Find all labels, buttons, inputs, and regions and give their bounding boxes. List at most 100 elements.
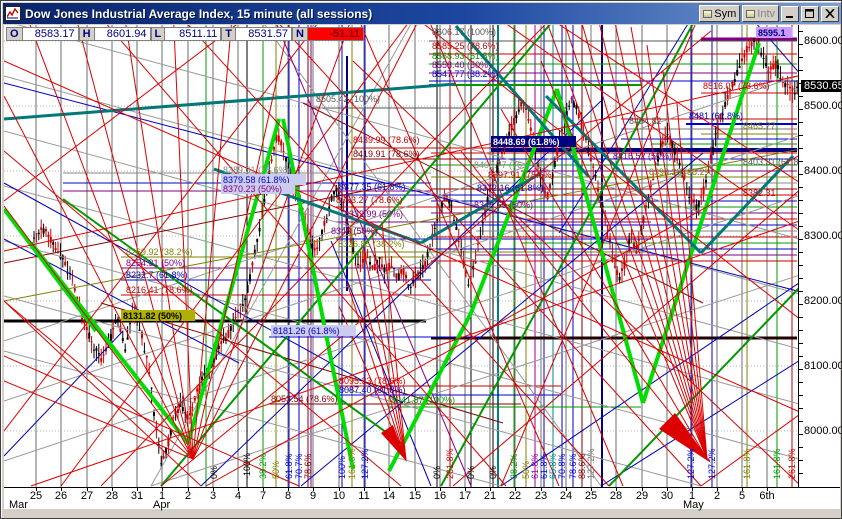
- candle-body: [251, 262, 254, 266]
- time-axis-day-label: 27: [80, 490, 94, 502]
- fib-label: 8326.85 (38.2%): [338, 239, 405, 249]
- app-chart-icon[interactable]: [5, 6, 21, 21]
- candle-body: [664, 137, 667, 140]
- time-axis-day-label: 16: [433, 490, 447, 502]
- time-axis[interactable]: 25 26 27 28 31 1 2 3 4 7 8 9 10 11 14 15 16 17 21 22 23 24 25 2…: [4, 487, 840, 511]
- price-axis-tick: [799, 187, 803, 188]
- fib-label: 8377.35 (61.8%): [339, 182, 406, 192]
- candle-body: [628, 239, 631, 244]
- time-axis-tick: [440, 488, 441, 491]
- fib-percent-label: 161.8%: [772, 448, 782, 479]
- last-price-tag: 8530.65: [801, 80, 841, 92]
- candle-body: [726, 95, 729, 101]
- time-axis-day-label: 6th: [759, 490, 775, 502]
- candle-body: [40, 227, 43, 230]
- candle-body: [145, 356, 148, 358]
- fib-percent-label: 0%: [466, 466, 476, 479]
- close-icon: [825, 9, 835, 18]
- fib-label: 8370.23 (50%): [223, 184, 282, 194]
- fib-percent-label: 0%: [432, 466, 442, 479]
- candle-body: [129, 323, 131, 325]
- fib-label: 8372.16 (61.8%): [477, 183, 544, 193]
- time-axis-day-label: 22: [508, 490, 522, 502]
- fib-label: 8558.40 (50%): [432, 60, 491, 70]
- time-axis-tick: [465, 488, 466, 491]
- window-title: Dow Jones Industrial Average Index, 15 m…: [25, 6, 373, 21]
- low-value: 8511.11: [165, 27, 222, 41]
- candle-body: [316, 247, 319, 250]
- candle-body: [153, 412, 155, 416]
- time-axis-day-label: 2: [184, 490, 192, 502]
- price-axis[interactable]: 8600.00 8500.00 8400.00 8300.00 8200.00 8100.…: [798, 25, 841, 487]
- candle-body: [546, 192, 549, 200]
- trend-line: [608, 287, 798, 487]
- price-chart-canvas[interactable]: 8606.17 (100%) 8585.25 (78.6%)8568.93 (61…: [4, 25, 840, 509]
- candle-body: [227, 330, 230, 338]
- fib-percent-label: 161.8%: [347, 448, 357, 479]
- price-axis-tick: [799, 369, 803, 370]
- fib-label: 8389.01 (78.6%): [223, 165, 290, 175]
- candle-body: [525, 107, 527, 110]
- interval-button[interactable]: Intv: [742, 5, 779, 22]
- time-axis-day-label: 11: [358, 490, 370, 502]
- candle-body: [59, 256, 62, 259]
- candle-body: [277, 135, 280, 142]
- candle-body: [568, 105, 571, 107]
- fib-label: 8382.31: [743, 188, 776, 198]
- candle-body: [376, 259, 379, 264]
- price-axis-tick: [799, 265, 803, 266]
- trend-line: [641, 42, 761, 404]
- trend-line: [150, 25, 411, 487]
- fib-percent-label: 261.8%: [445, 448, 455, 479]
- candle-body: [709, 154, 712, 161]
- candle-body: [748, 46, 751, 48]
- candle-body: [762, 57, 765, 59]
- candle-body: [280, 140, 283, 146]
- candle-body: [49, 236, 52, 243]
- candle-body: [268, 171, 271, 174]
- candle-body: [203, 372, 206, 376]
- fib-label: 8568.93 (61.8%): [432, 51, 499, 61]
- candle-body: [714, 133, 717, 135]
- fib-label: 8131.82 (50%): [123, 311, 182, 321]
- time-axis-day-label: 15: [408, 490, 422, 502]
- candle-body: [45, 229, 47, 232]
- candle-body: [508, 131, 511, 136]
- candle-body: [225, 338, 227, 341]
- fib-label: 8439.99 (78.6%): [353, 135, 420, 145]
- close-button[interactable]: [821, 5, 839, 22]
- trend-line: [279, 25, 702, 487]
- candle-body: [544, 191, 547, 193]
- trend-line: [420, 171, 542, 245]
- fan-ray: [599, 25, 708, 460]
- candle-body: [642, 216, 645, 223]
- candle-body: [397, 273, 400, 281]
- fib-label: 8408.77 (76.4%): [474, 160, 541, 170]
- candle-body: [621, 268, 623, 271]
- fib-label: 8416.52 (50%): [613, 151, 672, 161]
- candle-body: [229, 324, 232, 331]
- title-bar[interactable]: Dow Jones Industrial Average Index, 15 m…: [3, 3, 841, 24]
- time-axis-day-label: 7: [259, 490, 267, 502]
- fan-ray: [29, 25, 194, 460]
- time-axis-tick: [162, 488, 163, 491]
- maximize-button[interactable]: [801, 5, 819, 22]
- time-axis-tick: [541, 488, 542, 491]
- candle-body: [491, 187, 494, 189]
- minimize-button[interactable]: [781, 5, 799, 22]
- candle-body: [436, 219, 439, 221]
- symbol-button[interactable]: Sym: [699, 5, 741, 22]
- candle-body: [349, 239, 352, 242]
- time-axis-day-label: 21: [483, 490, 497, 502]
- high-label: H: [78, 27, 95, 41]
- candle-body: [102, 354, 105, 356]
- time-axis-tick: [112, 488, 113, 491]
- fib-label-highlight: [491, 136, 576, 147]
- fib-percent-label: 161.8%: [742, 448, 752, 479]
- candle-body: [469, 275, 472, 278]
- minimize-icon: [786, 16, 793, 18]
- candle-body: [565, 111, 568, 117]
- candle-body: [729, 89, 731, 91]
- trend-line: [544, 94, 703, 255]
- fan-ray: [460, 150, 708, 460]
